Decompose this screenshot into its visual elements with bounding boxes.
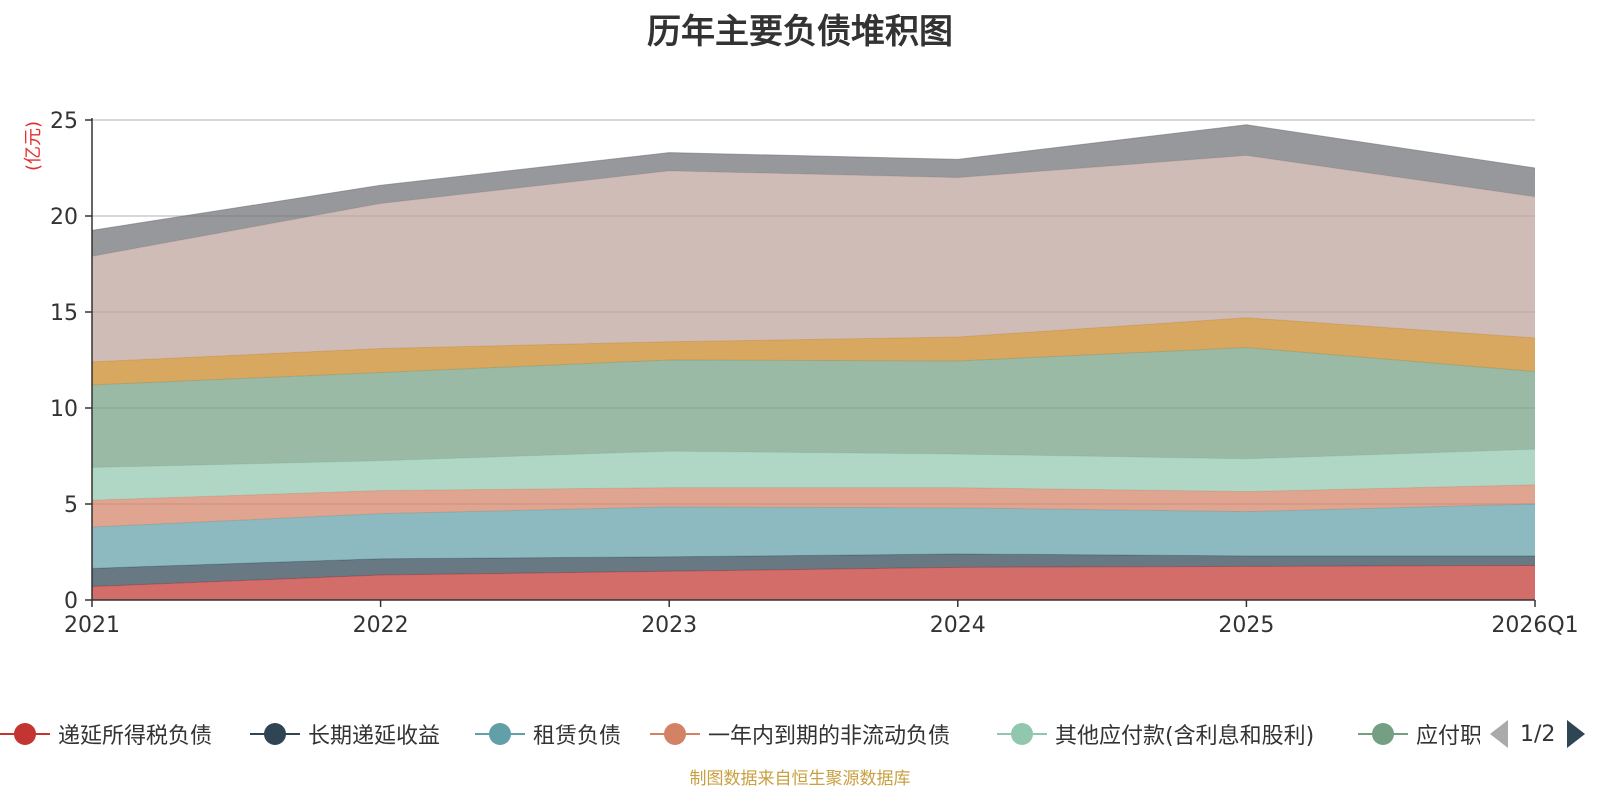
area-series-8[interactable] [92,155,1535,362]
legend-marker-icon [475,722,525,746]
y-tick-label-15: 15 [50,301,78,326]
legend-marker-icon [997,722,1047,746]
y-tick-label-25: 25 [50,109,78,134]
x-tick-label-2024: 2024 [930,613,986,638]
legend-prev-page-icon[interactable] [1490,720,1508,748]
area-line-series-9 [91,124,1536,231]
legend-items-container: 递延所得税负债 长期递延收益 租赁负债 一年内到期的非流动负债 其他应付款(含利息和股利… [0,712,1480,756]
x-tick-label-2021: 2021 [64,613,120,638]
y-tick-label-0: 0 [64,589,78,614]
legend-item-label: 递延所得税负债 [58,724,213,749]
legend-page-indicator: 1/2 [1520,721,1556,747]
legend-item-label: 应付职工薪酬 [1416,724,1480,749]
legend-marker-icon [250,722,300,746]
y-tick-label-20: 20 [50,205,78,230]
x-tick-label-2022: 2022 [353,613,409,638]
legend-item-5[interactable]: 其他应付款(含利息和股利) [997,712,1314,756]
legend-item-label: 其他应付款(含利息和股利) [1055,724,1315,749]
chart-title: 历年主要负债堆积图 [647,12,953,52]
legend-item-6[interactable]: 应付职工薪酬 [1358,712,1480,756]
legend-item-3[interactable]: 租赁负债 [475,712,621,756]
legend-item-1[interactable]: 递延所得税负债 [0,712,212,756]
x-tick-label-2025: 2025 [1218,613,1274,638]
legend: 递延所得税负债 长期递延收益 租赁负债 一年内到期的非流动负债 其他应付款(含利息和股利… [0,712,1600,756]
area-series-3[interactable] [92,504,1535,569]
y-tick-label-10: 10 [50,397,78,422]
stacked-areas [91,124,1536,600]
legend-pager: 1/2 [1490,712,1586,756]
legend-item-2[interactable]: 长期递延收益 [250,712,440,756]
area-series-6[interactable] [92,347,1535,468]
area-series-4[interactable] [92,484,1535,528]
area-series-9[interactable] [92,124,1535,257]
legend-next-page-icon[interactable] [1567,720,1586,748]
area-series-7[interactable] [92,317,1535,385]
area-series-2[interactable] [92,553,1535,587]
x-tick-label-2026Q1: 2026Q1 [1491,613,1578,638]
legend-marker-icon [1358,722,1408,746]
legend-marker-icon [0,722,50,746]
area-series-5[interactable] [92,449,1535,501]
legend-item-label: 租赁负债 [533,724,622,749]
legend-item-label: 一年内到期的非流动负债 [708,724,951,749]
legend-item-4[interactable]: 一年内到期的非流动负债 [650,712,950,756]
y-tick-label-5: 5 [64,493,78,518]
legend-item-label: 长期递延收益 [308,724,441,749]
legend-marker-icon [650,722,700,746]
source-note: 制图数据来自恒生聚源数据库 [689,769,911,789]
x-tick-label-2023: 2023 [641,613,697,638]
